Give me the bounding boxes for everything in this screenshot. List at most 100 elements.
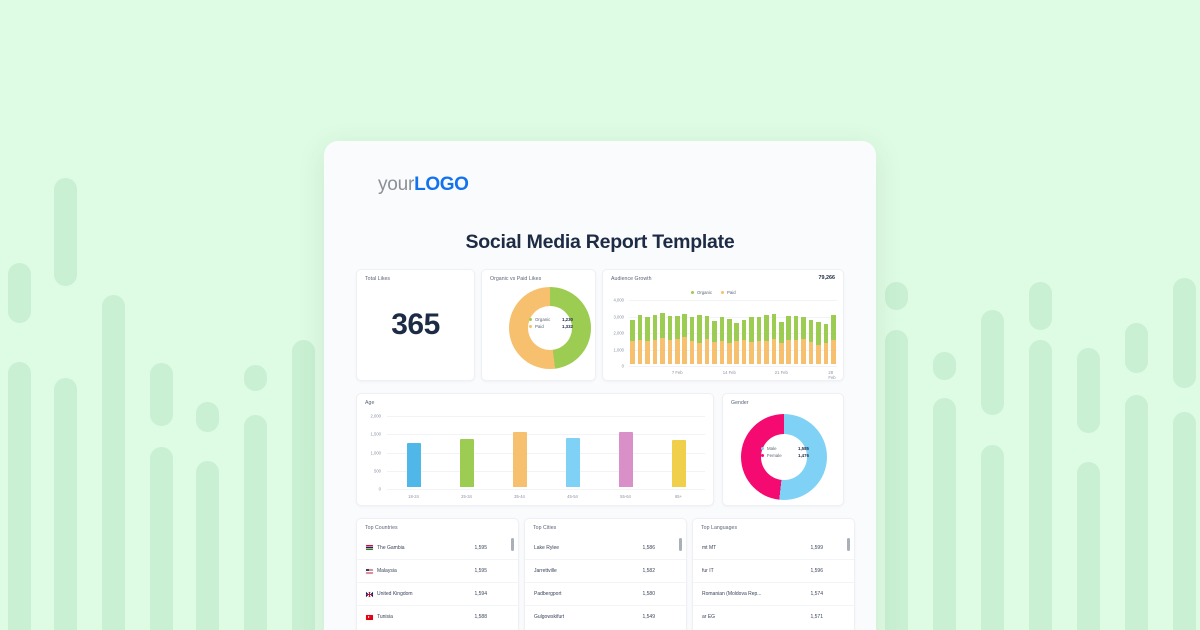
decorative-bar [981,310,1004,415]
bar-segment-paid [830,339,836,364]
bar-segment-organic [682,313,687,338]
gridline [387,489,705,490]
bar-segment-paid [667,339,673,364]
age-bar-chart: 0 500 1,000 1,500 2,000 18-24 25-34 35-44 45-54 5… [357,394,713,505]
card-top-languages: Top Languages mt MT 1,599 fur IT 1,596 Roman… [692,518,855,630]
decorative-bar [102,295,125,630]
stacked-bar [704,315,710,364]
row-value: 1,595 [474,544,487,551]
row-label: Lake Rylee [534,544,560,551]
card-title-age: Age [365,400,375,406]
table-row[interactable]: Jarrettville 1,582 [525,559,686,582]
stacked-bar [630,319,635,364]
stacked-bar [801,316,806,364]
row-value: 1,580 [642,591,655,597]
row-label: The Gambia [377,544,405,551]
decorative-bar [54,178,77,286]
table-row[interactable]: Tunisia 1,588 [357,605,518,628]
card-top-countries: Top Countries The Gambia 1,595 Malaysia 1,5… [356,518,519,630]
bar-segment-organic [726,319,732,343]
decorative-bar [1125,323,1148,373]
table-row[interactable]: Padbergport 1,580 [525,582,686,605]
bar-segment-organic [808,319,814,343]
scrollbar-thumb-top-languages[interactable] [847,538,850,551]
legend-value: 1,476 [798,453,809,458]
gender-donut-chart: Male 1,585 Female 1,476 [741,414,827,500]
gender-legend: Male 1,585 Female 1,476 [761,446,809,458]
gridline [629,300,837,301]
table-row[interactable]: Lake Rylee 1,586 [525,536,686,559]
table-row[interactable]: United Kingdom 1,594 [357,582,518,605]
card-title-top-cities: Top Cities [533,525,557,531]
x-axis-tick: 55-64 [620,494,631,499]
table-row[interactable]: fur IT 1,596 [693,559,854,582]
card-total-likes: Total Likes 365 [356,269,475,381]
row-label: mt MT [702,544,717,551]
bar-segment-paid [712,342,717,364]
age-bar [459,438,474,487]
decorative-bar [933,352,956,380]
y-axis-tick: 4,000 [613,297,624,303]
stacked-bar [719,317,725,364]
bar-segment-organic [660,312,665,338]
x-axis-tick: 28 Feb [828,370,836,380]
bar-segment-organic [786,316,791,341]
row-label: United Kingdom [377,591,413,597]
table-row[interactable]: The Gambia 1,595 [357,536,518,559]
row-value: 1,599 [810,544,823,551]
table-row[interactable]: mt MT 1,599 [693,536,854,559]
logo-suffix: LOGO [414,174,469,195]
legend-value: 1,332 [562,324,573,329]
decorative-bar [1029,282,1052,330]
table-row[interactable]: Romanian (Moldova Rep... 1,574 [693,582,854,605]
y-axis-tick: 0 [378,486,381,492]
stacked-bar [771,313,777,364]
stacked-bar [734,322,739,364]
decorative-bar [150,447,173,630]
bar-segment-paid [652,340,658,364]
legend-item: Organic [691,290,712,295]
decorative-bar [885,330,908,630]
stacked-bar [823,323,829,364]
legend-color-dot [721,291,725,294]
legend-color-dot [529,325,532,328]
stacked-bar [674,315,680,364]
card-title-organic-vs-paid: Organic vs Paid Likes [490,276,542,282]
bar-segment-paid [682,337,687,364]
gridline [629,366,837,367]
table-row[interactable]: ar EG 1,571 [693,605,854,628]
bar-segment-organic [637,314,643,341]
top-countries-table: The Gambia 1,595 Malaysia 1,595 United Kingd… [357,536,518,628]
decorative-bar [8,362,31,630]
legend-label: Organic [535,317,551,322]
decorative-bar [933,398,956,630]
legend-value: 1,585 [798,446,809,451]
decorative-bar [102,300,125,330]
bar-segment-paid [734,341,739,364]
table-row[interactable]: Malaysia 1,595 [357,559,518,582]
bar-segment-organic [778,321,784,343]
bar-segment-organic [697,314,702,343]
decorative-bar [1125,395,1148,630]
audience-growth-kpi: 79,266 [818,275,836,281]
age-bar [671,439,686,487]
bar-segment-paid [756,340,762,364]
bar-segment-paid [704,338,710,364]
y-axis-tick: 1,000 [370,450,381,455]
top-cities-table: Lake Rylee 1,586 Jarrettville 1,582 Padbergp… [525,536,686,628]
card-gender: Gender Male 1,585 Female 1,476 [722,393,844,506]
stacked-bar [697,314,702,364]
row-value: 1,586 [642,544,655,551]
table-row[interactable]: Gulgowskifurt 1,549 [525,605,686,628]
bar-segment-organic [816,321,821,345]
scrollbar-thumb-top-cities[interactable] [679,538,682,551]
card-title-top-languages: Top Languages [701,525,738,531]
x-axis-tick: 21 Feb [774,370,788,375]
bar-segment-organic [771,313,777,339]
row-value: 1,574 [810,591,823,597]
organic-vs-paid-donut-chart: Organic 1,230 Paid 1,332 [509,287,591,369]
bar-segment-organic [630,319,635,342]
row-label: Gulgowskifurt [534,614,565,620]
scrollbar-thumb-top-countries[interactable] [511,538,514,551]
